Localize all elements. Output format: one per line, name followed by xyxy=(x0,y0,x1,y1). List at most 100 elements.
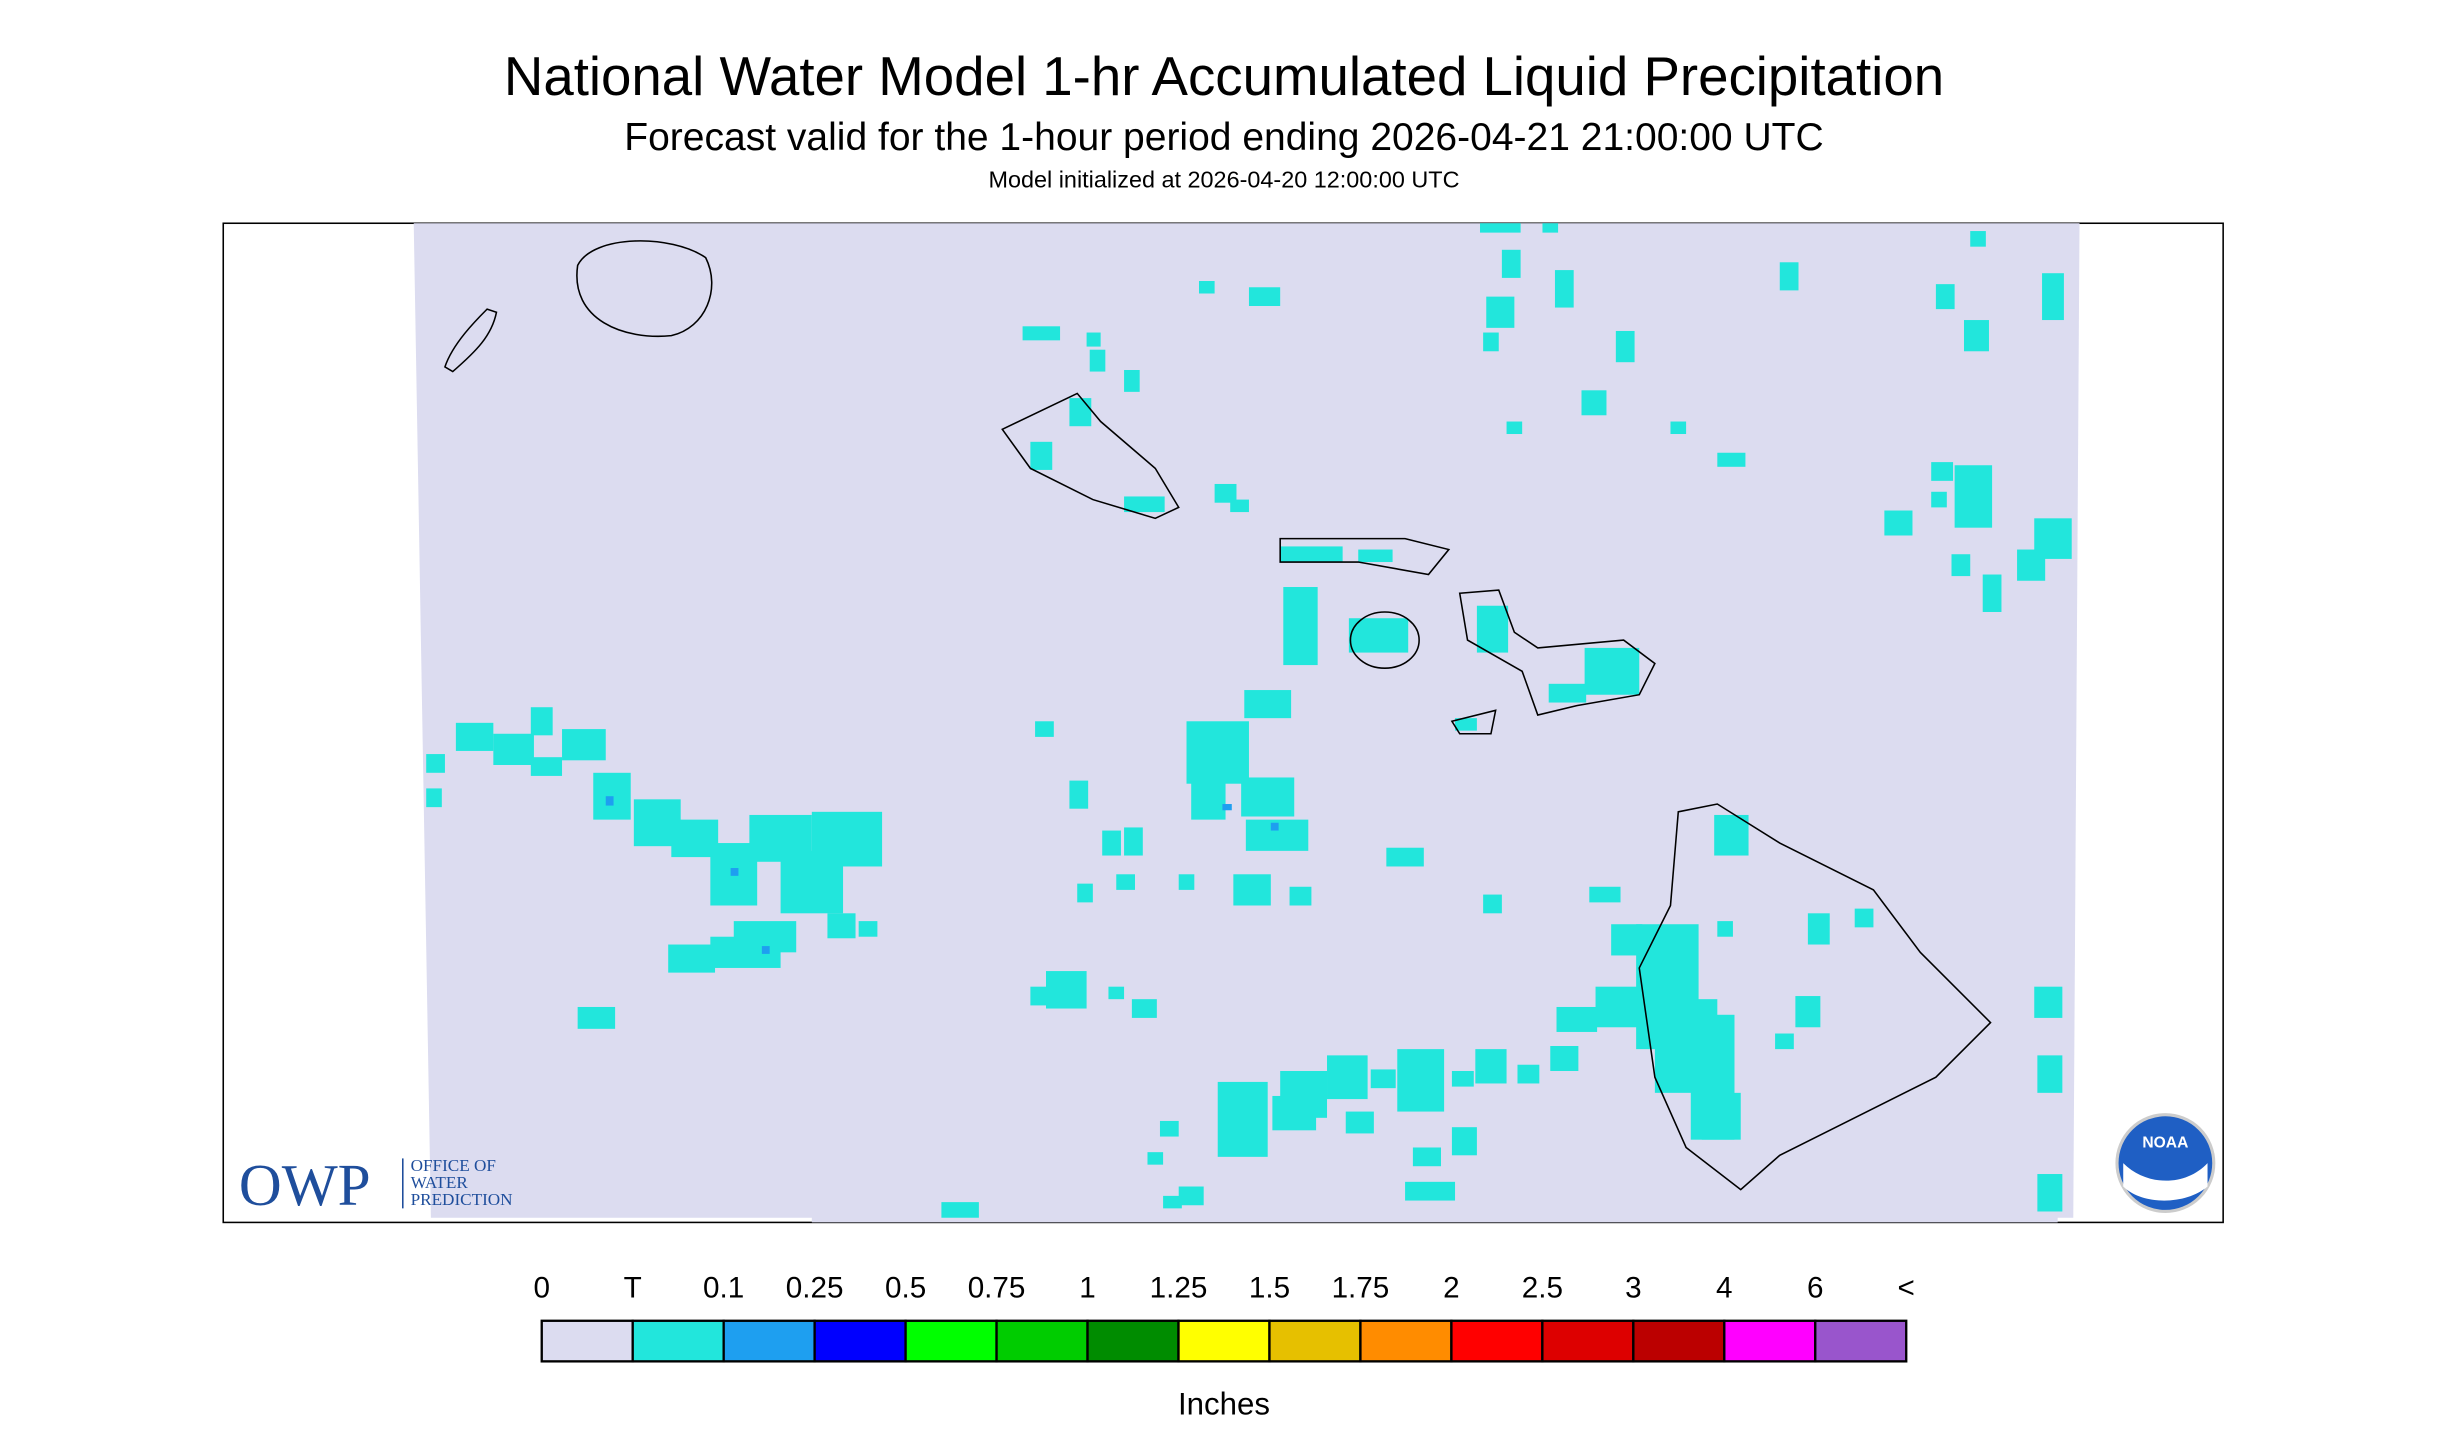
legend-swatch xyxy=(722,1319,816,1363)
precip-cell xyxy=(1280,546,1343,563)
precip-cell xyxy=(1584,647,1640,695)
precip-cell xyxy=(1935,284,1955,310)
legend-swatch xyxy=(540,1319,634,1363)
precip-cell xyxy=(1124,827,1143,856)
precip-cell xyxy=(1931,491,1947,508)
precip-cell xyxy=(1615,330,1635,363)
precip-cell xyxy=(1147,1152,1164,1165)
precip-cell xyxy=(530,757,563,776)
precip-cell xyxy=(1233,874,1271,906)
legend-swatch xyxy=(1450,1319,1544,1363)
logo-line: PREDICTION xyxy=(411,1190,513,1209)
precip-cell xyxy=(1476,605,1509,653)
hawaii-island xyxy=(1638,803,1992,1191)
legend-label: 0 xyxy=(533,1271,550,1304)
precip-cell xyxy=(1931,462,1954,481)
precip-cell xyxy=(1795,996,1821,1028)
precip-cell xyxy=(827,913,856,939)
precip-cell xyxy=(1030,441,1053,470)
precip-cell xyxy=(1022,326,1061,341)
precip-cell xyxy=(1108,986,1125,1000)
precip-cell xyxy=(493,733,534,765)
precip-cell xyxy=(1854,908,1874,928)
legend-label: 6 xyxy=(1807,1271,1824,1304)
precip-cell xyxy=(1884,510,1913,536)
kahoolawe xyxy=(1450,709,1497,735)
agency-logo-wave xyxy=(2123,1163,2208,1201)
precip-cell xyxy=(1982,574,2002,612)
precip-cell xyxy=(605,796,614,806)
precip-cell xyxy=(1030,986,1050,1006)
precip-cell xyxy=(1077,883,1093,903)
precip-cell xyxy=(1163,1195,1182,1209)
precip-cell xyxy=(1131,999,1157,1018)
legend-swatch xyxy=(631,1319,725,1363)
precip-cell xyxy=(1670,421,1687,435)
precip-cell xyxy=(1178,874,1195,890)
precip-cell xyxy=(1480,223,1521,233)
legend-label: T xyxy=(624,1271,642,1304)
precip-cell xyxy=(530,707,553,736)
legend-swatch xyxy=(904,1319,998,1363)
legend-swatch xyxy=(1177,1319,1271,1363)
precip-cell xyxy=(1517,1064,1540,1084)
precip-cell xyxy=(1405,1181,1456,1201)
legend-swatch xyxy=(1814,1319,1908,1363)
precip-cell xyxy=(1222,804,1232,811)
precip-cell xyxy=(577,1006,616,1029)
legend-swatch xyxy=(995,1319,1089,1363)
legend-swatch xyxy=(1723,1319,1817,1363)
precip-cell xyxy=(1548,683,1587,703)
legend-label: 0.5 xyxy=(885,1271,926,1304)
oahu xyxy=(1001,392,1180,520)
precip-cell xyxy=(562,729,606,761)
precip-cell xyxy=(1244,690,1292,719)
precip-cell xyxy=(1483,332,1499,352)
maui xyxy=(1458,589,1656,716)
precip-cell xyxy=(1455,718,1477,731)
precip-cell xyxy=(730,868,739,876)
legend-swatch xyxy=(1632,1319,1726,1363)
lanai xyxy=(1349,611,1420,669)
precip-cell xyxy=(1270,822,1279,831)
precip-cell xyxy=(1348,618,1409,653)
precip-cell xyxy=(1102,830,1121,856)
precip-cell xyxy=(1069,398,1092,427)
precip-cell xyxy=(1046,971,1087,1009)
precip-cell xyxy=(1069,780,1089,809)
precip-cell xyxy=(1701,1092,1741,1140)
precip-cell xyxy=(1116,874,1135,890)
legend-label: 1.25 xyxy=(1150,1271,1208,1304)
subtitle: Forecast valid for the 1-hour period end… xyxy=(624,116,1823,159)
precip-cell xyxy=(2034,518,2072,559)
precip-cell xyxy=(1230,499,1249,513)
legend-label: 0.75 xyxy=(968,1271,1026,1304)
precip-cell xyxy=(1963,320,1989,352)
legend-swatch xyxy=(1268,1319,1362,1363)
precip-cell xyxy=(1289,886,1312,906)
logo-acronym: OWP xyxy=(239,1152,371,1218)
precip-cell xyxy=(2034,986,2063,1018)
precip-cell xyxy=(1714,814,1749,856)
legend-label: 4 xyxy=(1716,1271,1733,1304)
precip-cell xyxy=(1358,549,1393,563)
precip-cell xyxy=(858,921,878,937)
precip-cell xyxy=(1501,249,1521,278)
precip-cell xyxy=(1035,721,1054,737)
precip-cell xyxy=(1086,332,1101,347)
precip-cell xyxy=(1283,587,1318,666)
legend-label: 2.5 xyxy=(1522,1271,1563,1304)
precip-cell xyxy=(426,754,445,773)
precip-cell xyxy=(426,788,442,808)
precip-cell xyxy=(2037,1174,2063,1212)
precip-cell xyxy=(1554,270,1574,308)
legend-swatch xyxy=(813,1319,907,1363)
precip-cell xyxy=(1486,296,1515,328)
precip-cell xyxy=(1807,913,1830,945)
precip-cell xyxy=(1970,231,1986,247)
precip-cell xyxy=(1556,1006,1598,1032)
precip-cell xyxy=(1386,847,1424,867)
precip-cells xyxy=(426,223,2072,1218)
